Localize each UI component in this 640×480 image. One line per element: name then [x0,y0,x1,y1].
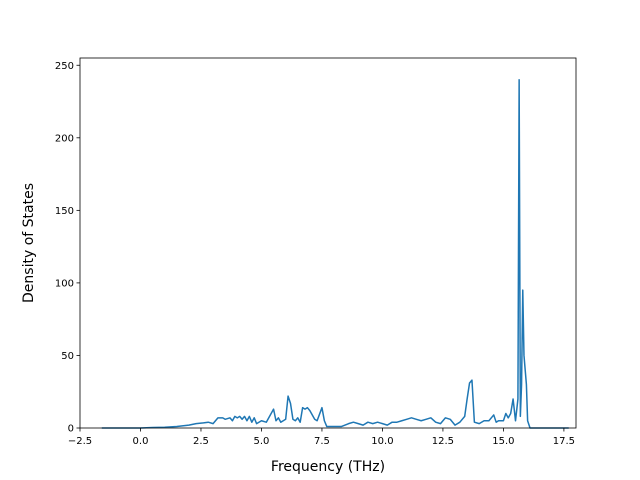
x-axis-label: Frequency (THz) [271,459,385,475]
x-tick-label: −2.5 [68,436,92,447]
x-tick-label: 17.5 [553,436,575,447]
x-axis-ticks: −2.5 0.0 2.5 5.0 7.5 10.0 12.5 15.0 17.5 [68,428,575,447]
y-tick-label: 150 [55,206,74,217]
y-axis-ticks: 0 50 100 150 200 250 [55,61,80,435]
x-tick-label: 2.5 [193,436,209,447]
x-tick-label: 10.0 [371,436,393,447]
axes-frame [79,57,577,429]
x-tick-label: 0.0 [133,436,149,447]
y-tick-label: 50 [61,351,74,362]
y-tick-label: 100 [55,278,74,289]
y-tick-label: 250 [55,61,74,72]
y-tick-label: 0 [68,424,74,435]
x-tick-label: 7.5 [314,436,330,447]
y-tick-label: 200 [55,133,74,144]
x-tick-label: 15.0 [492,436,514,447]
plot-area [101,79,569,429]
y-axis-label: Density of States [21,183,37,303]
x-tick-label: 5.0 [254,436,270,447]
dos-series-line [101,79,569,429]
x-tick-label: 12.5 [432,436,454,447]
